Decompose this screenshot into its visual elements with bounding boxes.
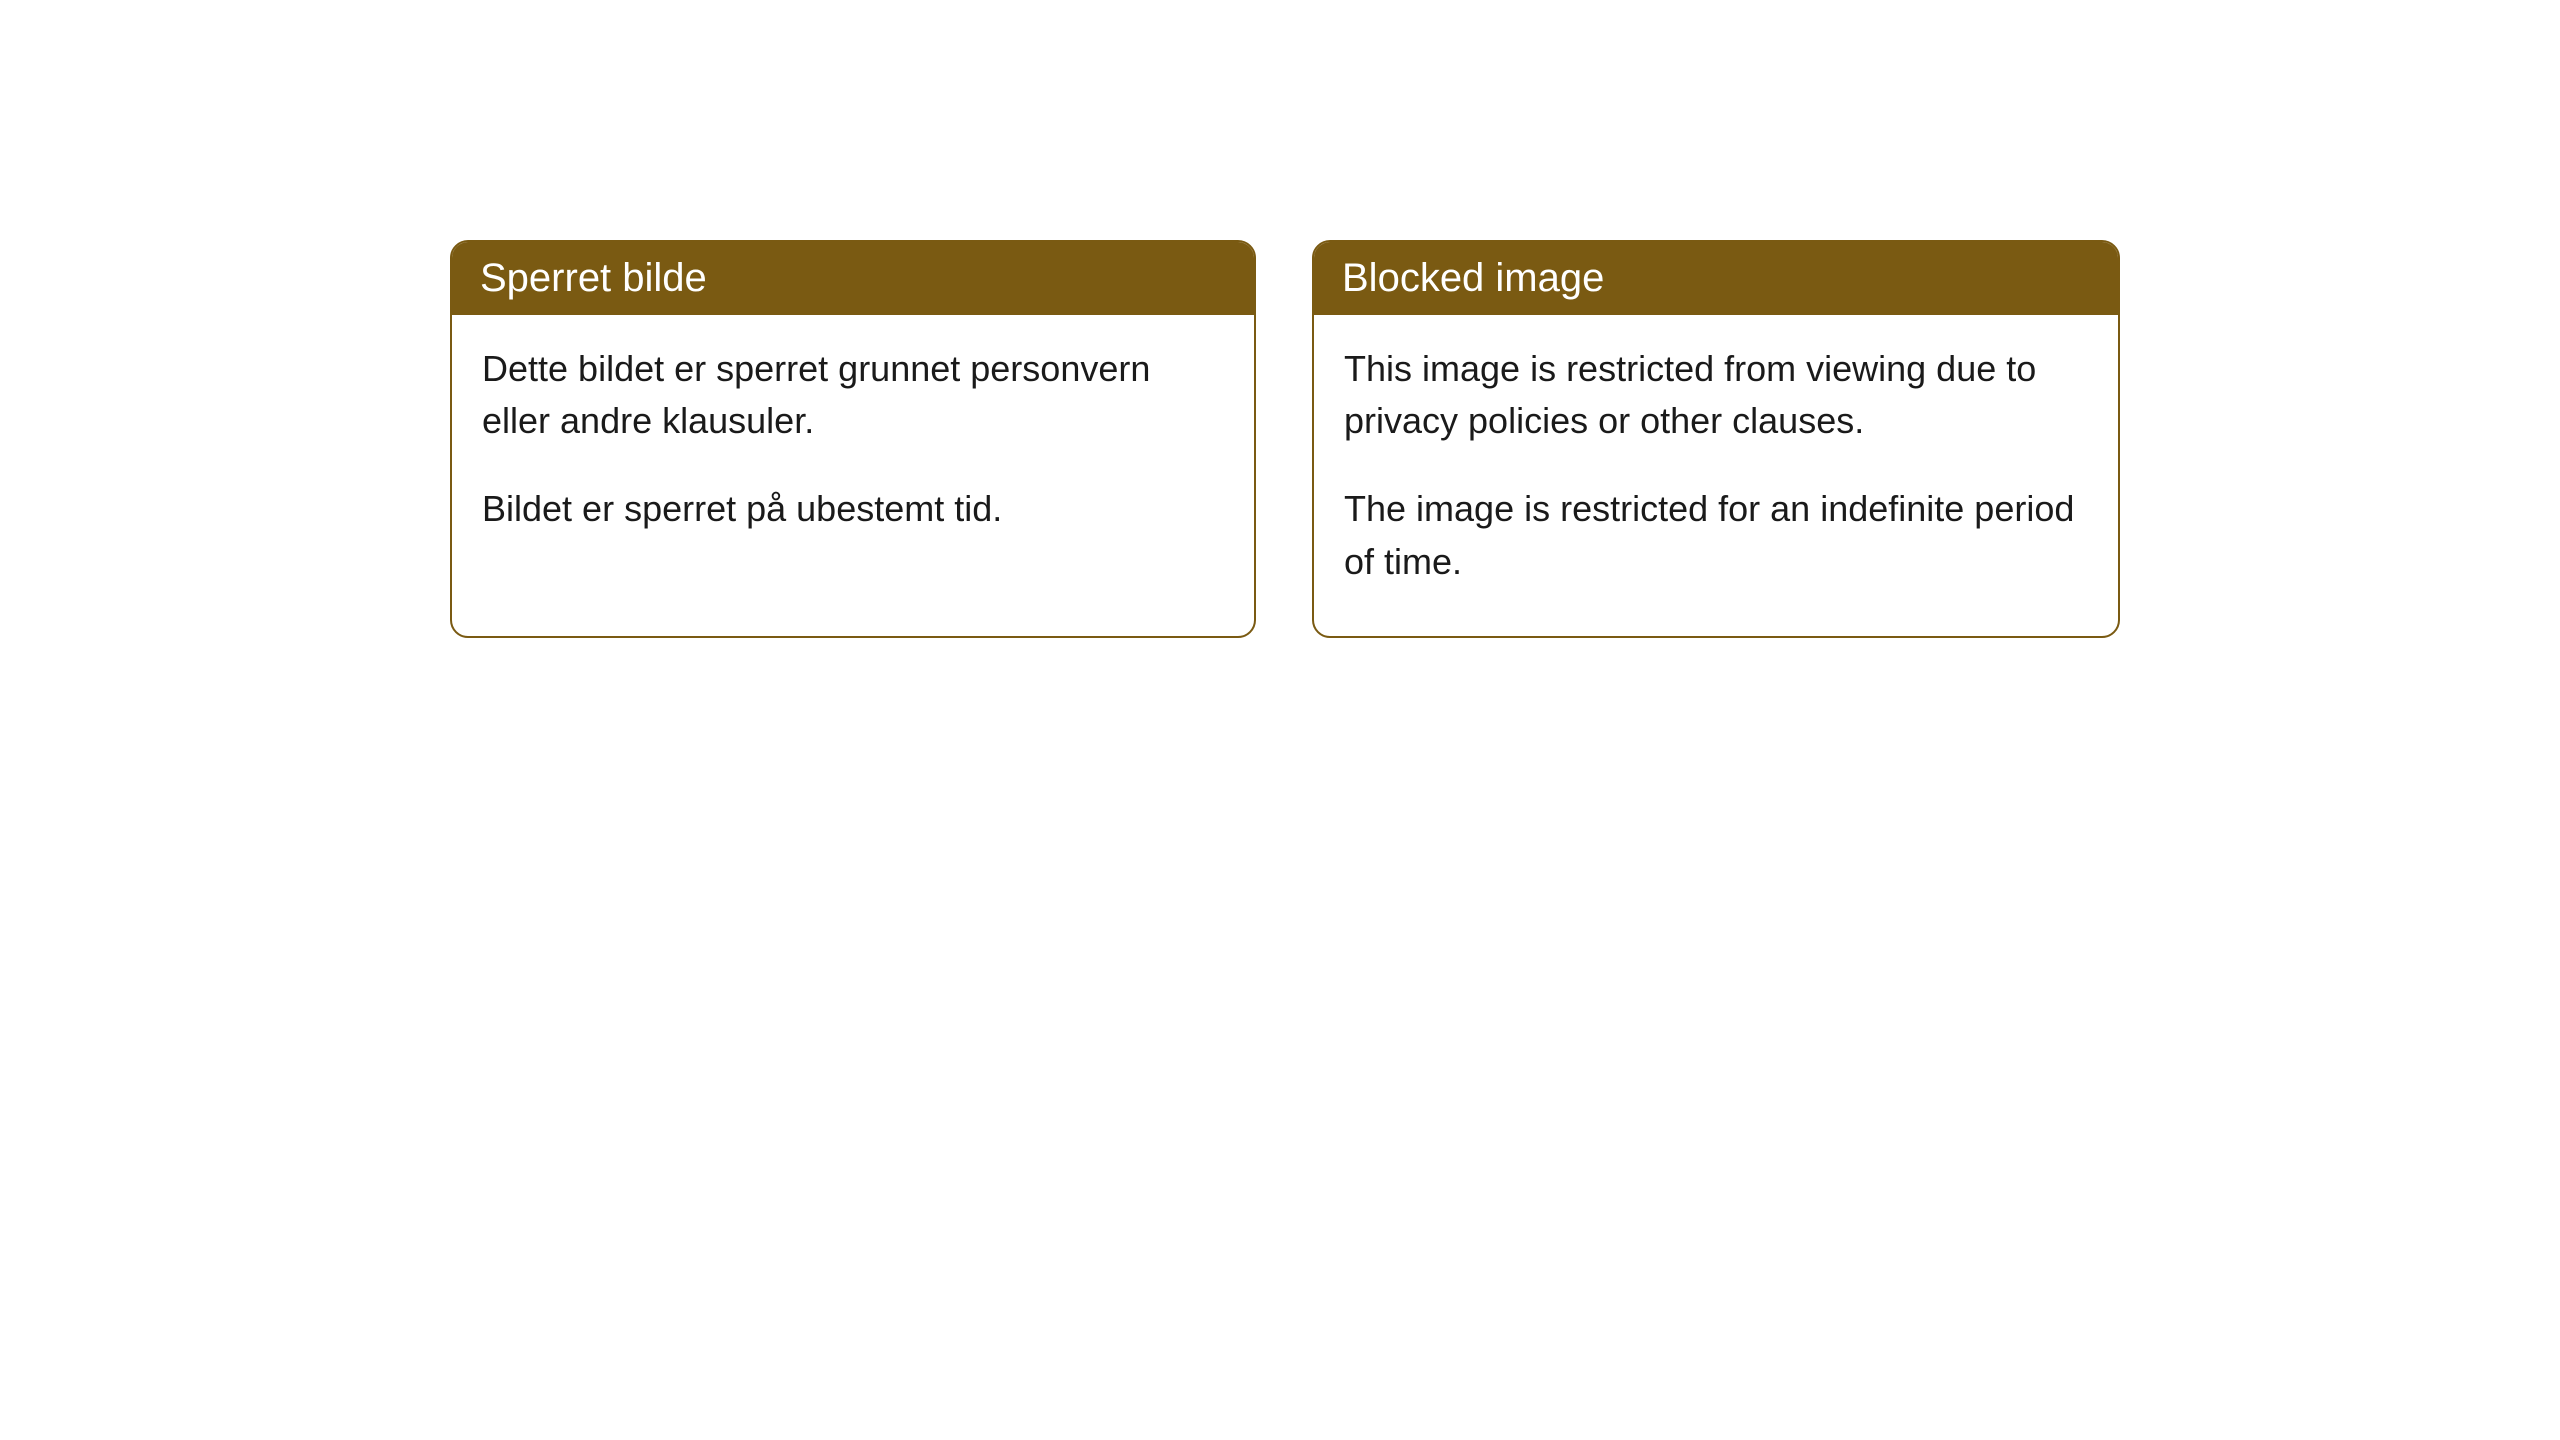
notice-paragraph: Dette bildet er sperret grunnet personve… (482, 343, 1224, 447)
notice-paragraph: This image is restricted from viewing du… (1344, 343, 2088, 447)
notice-card-header: Sperret bilde (452, 242, 1254, 315)
notice-card-title: Blocked image (1342, 256, 1604, 300)
notice-paragraph: The image is restricted for an indefinit… (1344, 483, 2088, 587)
notice-card-english: Blocked image This image is restricted f… (1312, 240, 2120, 638)
notice-card-norwegian: Sperret bilde Dette bildet er sperret gr… (450, 240, 1256, 638)
notice-card-body: Dette bildet er sperret grunnet personve… (452, 315, 1254, 584)
notice-card-body: This image is restricted from viewing du… (1314, 315, 2118, 636)
notice-cards-container: Sperret bilde Dette bildet er sperret gr… (450, 240, 2560, 638)
notice-paragraph: Bildet er sperret på ubestemt tid. (482, 483, 1224, 535)
notice-card-header: Blocked image (1314, 242, 2118, 315)
notice-card-title: Sperret bilde (480, 256, 707, 300)
